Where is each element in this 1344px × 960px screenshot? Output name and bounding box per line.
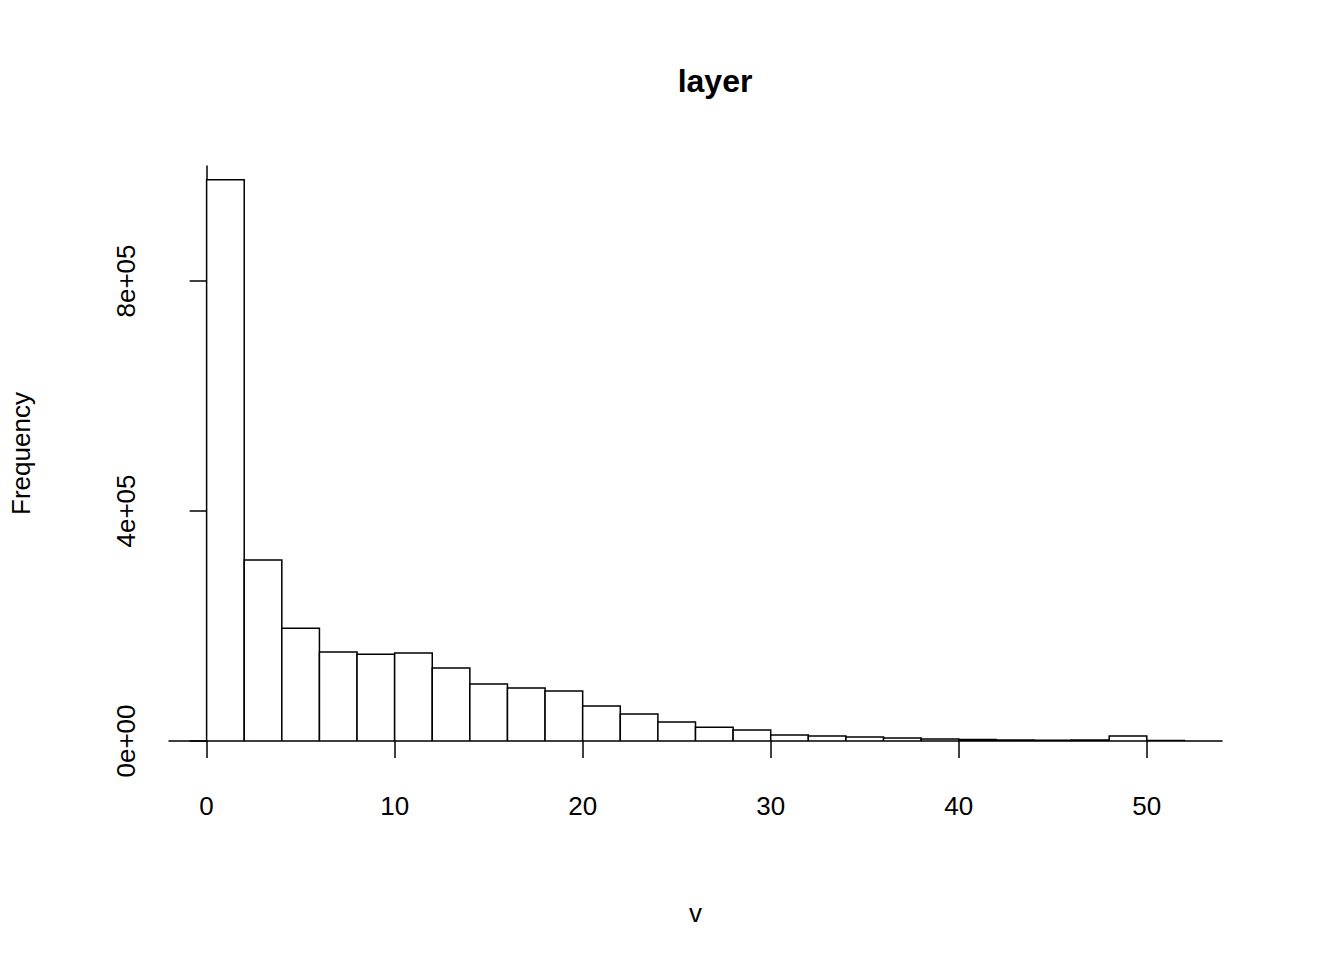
- svg-text:v: v: [689, 898, 702, 928]
- svg-text:8e+05: 8e+05: [111, 244, 141, 317]
- svg-text:50: 50: [1132, 791, 1161, 821]
- svg-text:4e+05: 4e+05: [111, 474, 141, 547]
- svg-text:10: 10: [380, 791, 409, 821]
- svg-text:40: 40: [944, 791, 973, 821]
- svg-text:Frequency: Frequency: [6, 392, 36, 515]
- svg-text:20: 20: [568, 791, 597, 821]
- svg-text:0e+00: 0e+00: [111, 704, 141, 777]
- svg-text:0: 0: [199, 791, 213, 821]
- svg-text:layer: layer: [678, 63, 753, 99]
- svg-text:30: 30: [756, 791, 785, 821]
